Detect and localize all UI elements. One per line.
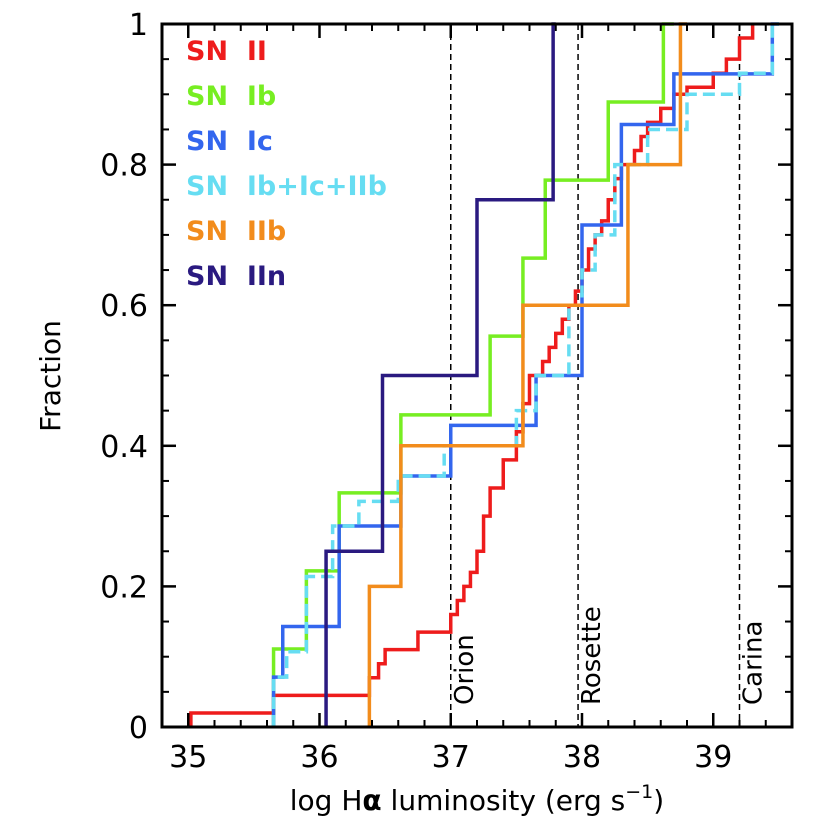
y-tick-label: 1 [129, 8, 148, 43]
y-tick-label: 0 [129, 711, 148, 746]
x-axis-label-units: luminosity (erg s [382, 784, 626, 817]
x-tick-label: 38 [563, 740, 601, 775]
x-tick-label: 37 [432, 740, 470, 775]
legend-entry-2: SN Ic [186, 126, 273, 157]
series-line-5 [324, 22, 556, 727]
series-line-1 [271, 22, 674, 727]
x-axis-label: log Hα luminosity (erg s−1) [290, 781, 664, 817]
legend-entry-0: SN II [186, 36, 267, 67]
series-line-0 [189, 24, 755, 727]
reference-label-carina: Carina [739, 621, 769, 705]
legend-entry-3: SN Ib+Ic+IIb [186, 171, 387, 202]
x-axis-label-close: ) [653, 784, 664, 817]
legend-entry-5: SN IIn [186, 261, 286, 292]
x-tick-label: 36 [300, 740, 338, 775]
legend-entry-4: SN IIb [186, 216, 286, 247]
x-axis-label-prefix: log H [290, 784, 363, 817]
y-tick-label: 0.2 [100, 570, 148, 605]
legend: SN II SN Ib SN Ic SN Ib+Ic+IIb SN IIb SN IIn [186, 36, 387, 292]
reference-label-orion: Orion [450, 634, 480, 705]
x-tick-label: 39 [694, 740, 732, 775]
x-axis-label-symbol: α [362, 784, 381, 817]
series-line-4 [367, 22, 687, 727]
y-axis-label: Fraction [34, 320, 67, 432]
y-tick-label: 0.6 [100, 289, 148, 324]
reference-lines: Orion Rosette Carina [450, 24, 769, 727]
series-line-3 [271, 22, 779, 727]
y-tick-label: 0.4 [100, 430, 148, 465]
x-axis-label-superscript: −1 [625, 781, 653, 803]
legend-entry-1: SN Ib [186, 81, 276, 112]
y-tick-label: 0.8 [100, 149, 148, 184]
x-tick-label: 35 [169, 740, 207, 775]
axis-ticks: 35 36 37 38 39 0 0.2 0.4 0.6 0.8 1 [100, 8, 792, 775]
series-line-2 [271, 22, 779, 727]
reference-label-rosette: Rosette [577, 606, 607, 705]
series-lines [189, 22, 779, 727]
